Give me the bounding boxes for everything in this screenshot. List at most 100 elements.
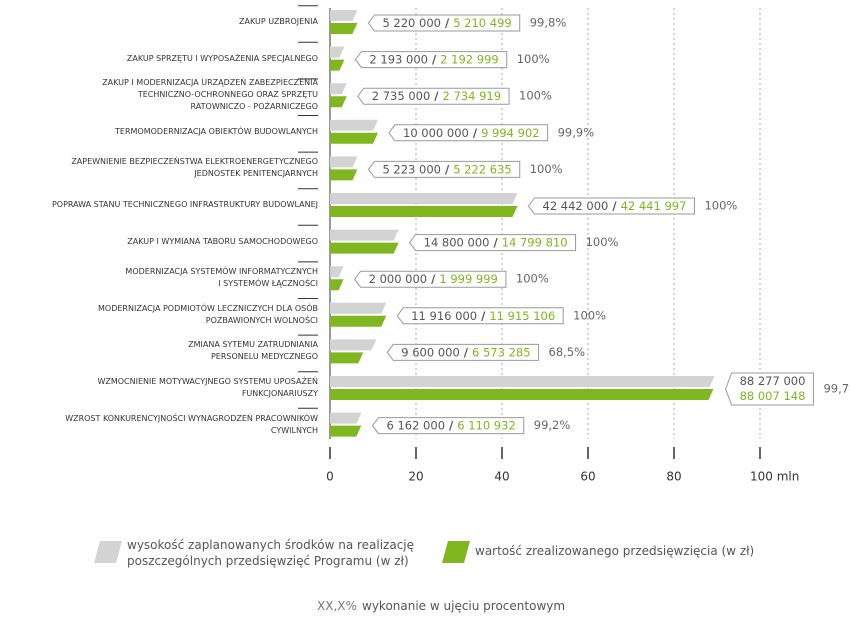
- separator: /: [445, 418, 457, 432]
- bar-realized: [330, 132, 378, 144]
- category-label: ZAPEWNIENIE BEZPIECZEŃSTWA ELEKTROENERGE…: [71, 157, 318, 179]
- separator: /: [430, 89, 442, 103]
- planned-value-label: 5 220 000: [382, 16, 441, 30]
- value-box-frame: [409, 234, 577, 252]
- bar-realized: [330, 352, 364, 364]
- value-label: 6 162 000 / 6 110 932: [386, 418, 515, 432]
- percent-label: 99,8%: [530, 16, 567, 30]
- realized-value-label: 6 573 285: [472, 345, 531, 359]
- value-box: 2 735 000 / 2 734 919: [357, 87, 510, 105]
- value-box: 88 277 000 88 007 148: [725, 372, 814, 406]
- legend-swatch-planned: [94, 541, 122, 563]
- category-label: ZAKUP UZBROJENIA: [239, 17, 318, 26]
- value-label: 2 193 000 / 2 192 999: [369, 52, 498, 66]
- value-box: 11 916 000 / 11 915 106: [396, 307, 564, 325]
- value-box: 2 000 000 / 1 999 999: [353, 270, 507, 288]
- separator: /: [469, 125, 481, 139]
- bar-planned: [330, 119, 378, 131]
- bar-realized: [330, 96, 347, 108]
- percent-label: 100%: [586, 235, 619, 249]
- bar-planned: [330, 339, 377, 351]
- planned-value-label: 2 735 000: [372, 89, 431, 103]
- x-tick-label: 0: [326, 470, 334, 484]
- percent-label: 100%: [704, 199, 737, 213]
- planned-value-label: 42 442 000: [543, 199, 609, 213]
- percent-legend-symbol: XX,X%: [317, 599, 357, 613]
- realized-value-label: 42 441 997: [621, 199, 687, 213]
- value-box: 9 600 000 / 6 573 285: [386, 343, 540, 361]
- separator: /: [489, 235, 501, 249]
- value-box-frame: [357, 87, 510, 105]
- category-label: ZAKUP SPRZĘTU I WYPOSAŻENIA SPECJALNEGO: [126, 53, 318, 63]
- bar-realized: [330, 169, 358, 181]
- bar-planned: [330, 46, 345, 58]
- bar-realized: [330, 242, 399, 254]
- percent-label: 100%: [519, 89, 552, 103]
- value-box-frame: [354, 51, 508, 69]
- separator: /: [441, 16, 453, 30]
- bar-planned: [330, 229, 399, 241]
- separator: /: [441, 162, 453, 176]
- value-label: 14 800 000 / 14 799 810: [424, 235, 568, 249]
- realized-value-label: 6 110 932: [457, 418, 516, 432]
- planned-value-label: 14 800 000: [424, 235, 490, 249]
- planned-value-label: 9 600 000: [401, 345, 460, 359]
- value-box: 42 442 000 / 42 441 997: [527, 197, 695, 215]
- bar-planned: [330, 193, 518, 204]
- value-box-frame: [527, 197, 695, 215]
- separator: /: [460, 345, 472, 359]
- percent-label: 100%: [530, 162, 563, 176]
- x-tick-label: 60: [580, 470, 595, 484]
- category-label: MODERNIZACJA SYSTEMÓW INFORMATYCZNYCH I …: [125, 267, 318, 289]
- value-box: 5 220 000 / 5 210 499: [367, 14, 521, 32]
- separator: /: [608, 199, 620, 213]
- value-box-frame: [353, 270, 507, 288]
- value-box: 2 193 000 / 2 192 999: [354, 51, 508, 69]
- bar-realized: [330, 59, 345, 71]
- value-label: 9 600 000 / 6 573 285: [401, 345, 530, 359]
- value-box: 10 000 000 / 9 994 902: [388, 124, 549, 142]
- percent-label: 100%: [517, 52, 550, 66]
- planned-value-label: 11 916 000: [411, 308, 477, 322]
- category-label: POPRAWA STANU TECHNICZNEGO INFRASTRUKTUR…: [51, 200, 318, 209]
- value-box: 14 800 000 / 14 799 810: [409, 234, 577, 252]
- value-box-frame: [725, 372, 814, 406]
- value-label: 2 735 000 / 2 734 919: [372, 89, 501, 103]
- category-label: ZMIANA SYTEMU ZATRUDNIANIA PERSONELU MED…: [188, 340, 318, 362]
- realized-value-label: 5 210 499: [453, 16, 512, 30]
- planned-value-label: 2 000 000: [369, 272, 428, 286]
- value-box: 6 162 000 / 6 110 932: [371, 417, 525, 435]
- percent-label: 100%: [516, 272, 549, 286]
- value-label: 2 000 000 / 1 999 999: [369, 272, 498, 286]
- value-label: 5 223 000 / 5 222 635: [382, 162, 511, 176]
- bar-planned: [330, 376, 715, 387]
- category-label: WZMOCNIENIE MOTYWACYJNEGO SYSTEMU UPOSAŻ…: [97, 377, 318, 398]
- x-tick-label: 20: [408, 470, 423, 484]
- percent-label: 100%: [573, 308, 606, 322]
- realized-value-label: 2 192 999: [440, 52, 499, 66]
- category-label: TERMOMODERNIZACJA OBIEKTÓW BUDOWLANYCH: [115, 126, 318, 136]
- bar-realized: [330, 206, 518, 217]
- value-box-frame: [388, 124, 549, 142]
- percent-label: 99,2%: [534, 418, 571, 432]
- planned-value-label: 5 223 000: [382, 162, 441, 176]
- percent-label: 99,9%: [558, 125, 595, 139]
- separator: /: [428, 52, 440, 66]
- category-label: ZAKUP I MODERNIZACJA URZĄDZEŃ ZABEZPIECZ…: [102, 78, 318, 112]
- planned-value-label: 88 277 000: [740, 374, 806, 388]
- realized-value-label: 1 999 999: [439, 272, 498, 286]
- bar-planned: [330, 83, 347, 95]
- bar-planned: [330, 266, 344, 278]
- planned-value-label: 6 162 000: [386, 418, 445, 432]
- realized-value-label: 14 799 810: [502, 235, 568, 249]
- category-label: WZROST KONKURENCYJNOŚCI WYNAGRODZEŃ PRAC…: [65, 413, 318, 435]
- realized-value-label: 11 915 106: [489, 308, 555, 322]
- value-box: 5 223 000 / 5 222 635: [367, 160, 521, 178]
- realized-value-label: 5 222 635: [453, 162, 512, 176]
- bar-realized: [330, 279, 344, 291]
- value-box-frame: [386, 343, 540, 361]
- category-label: MODERNIZACJA PODMIOTÓW LECZNICZYCH DLA O…: [98, 303, 318, 325]
- value-box-frame: [367, 160, 521, 178]
- value-label: 42 442 000 / 42 441 997: [543, 199, 687, 213]
